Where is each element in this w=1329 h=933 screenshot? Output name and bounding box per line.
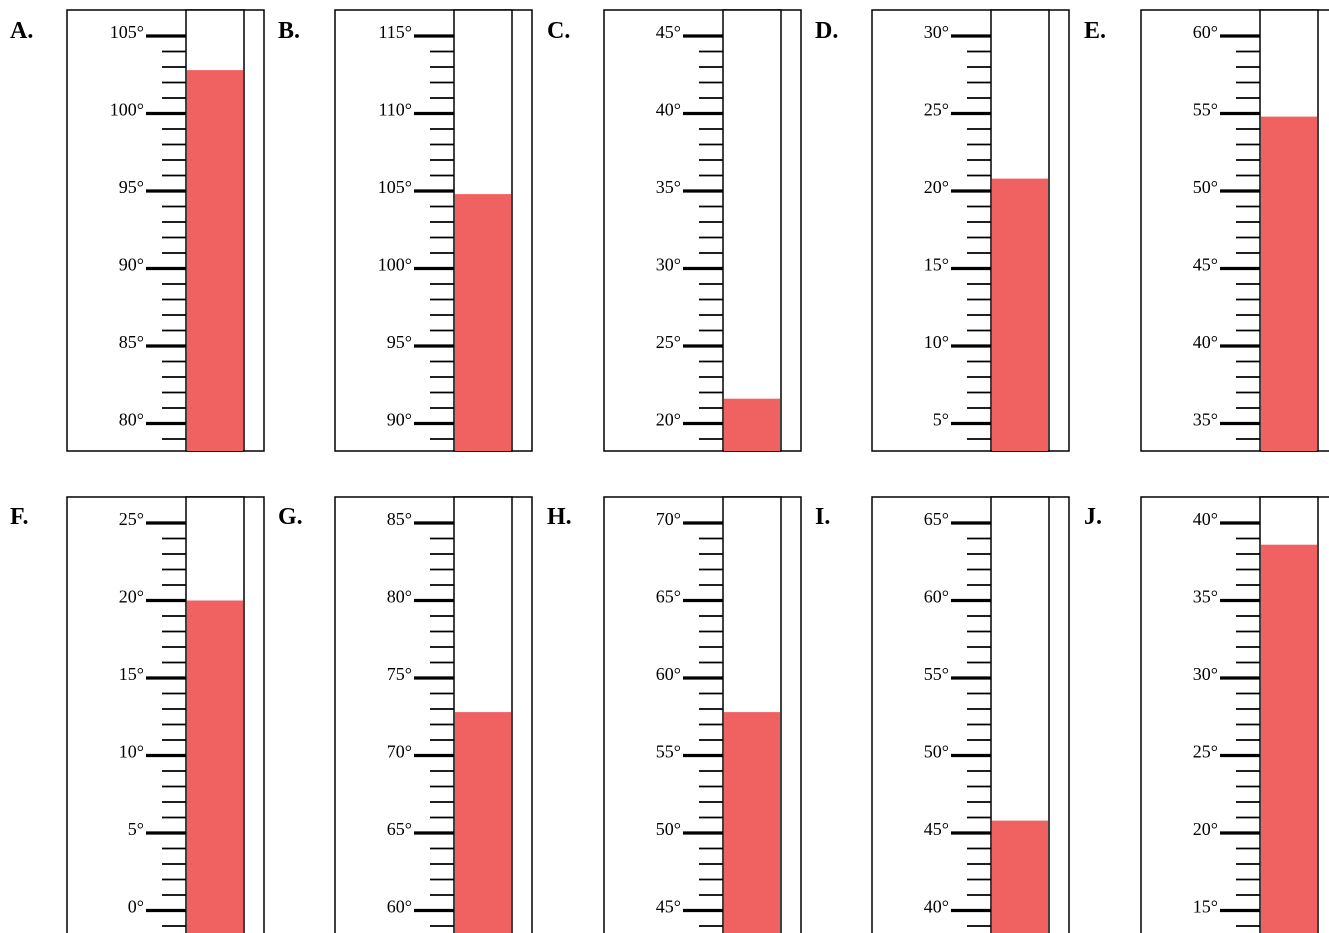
thermometer-a: A. 105° 100° 95° 90° 85° 80° (10, 10, 264, 451)
tick-label: 35° (1193, 587, 1218, 607)
question-letter: E. (1084, 18, 1106, 44)
question-letter: J. (1084, 504, 1102, 530)
tick-label: 5° (128, 819, 144, 839)
tick-label: 20° (924, 177, 949, 197)
tick-label: 45° (656, 22, 681, 42)
tick-label: 20° (656, 410, 681, 430)
tick-label: 80° (119, 410, 144, 430)
thermometer-c: C. 45° 40° 35° 30° 25° 20° (547, 10, 801, 451)
tick-label: 15° (1193, 897, 1218, 917)
tick-label: 60° (387, 897, 412, 917)
question-letter: G. (278, 504, 303, 530)
question-letter: B. (278, 18, 300, 44)
tick-label: 25° (119, 509, 144, 529)
mercury-fill (992, 821, 1048, 933)
tick-label: 15° (924, 255, 949, 275)
thermometer-tube (723, 10, 781, 451)
tick-label: 25° (1193, 742, 1218, 762)
tick-label: 5° (933, 410, 949, 430)
tick-label: 0° (128, 897, 144, 917)
tick-label: 105° (378, 177, 412, 197)
mercury-fill (187, 601, 243, 933)
tick-label: 60° (924, 587, 949, 607)
question-letter: A. (10, 18, 33, 44)
tick-label: 60° (1193, 22, 1218, 42)
tick-label: 65° (924, 509, 949, 529)
tick-label: 85° (119, 332, 144, 352)
tick-label: 65° (656, 587, 681, 607)
tick-label: 25° (924, 100, 949, 120)
tick-label: 60° (656, 664, 681, 684)
thermometer-j: J. 40° 35° 30° 25° 20° 15° (1084, 497, 1329, 933)
tick-label: 15° (119, 664, 144, 684)
tick-label: 105° (110, 22, 144, 42)
tick-label: 70° (656, 509, 681, 529)
thermometer-g: G. 85° 80° 75° 70° 65° 60° (278, 497, 532, 933)
question-letter: F. (10, 504, 28, 530)
question-letter: D. (815, 18, 838, 44)
tick-label: 35° (656, 177, 681, 197)
tick-label: 30° (656, 255, 681, 275)
mercury-fill (724, 712, 780, 933)
tick-label: 35° (1193, 410, 1218, 430)
tick-label: 45° (656, 897, 681, 917)
tick-label: 50° (924, 742, 949, 762)
tick-label: 80° (387, 587, 412, 607)
tick-label: 45° (1193, 255, 1218, 275)
mercury-fill (455, 712, 511, 933)
tick-label: 45° (924, 819, 949, 839)
tick-label: 55° (656, 742, 681, 762)
mercury-fill (455, 194, 511, 451)
mercury-fill (187, 70, 243, 451)
tick-label: 95° (387, 332, 412, 352)
thermometer-i: I. 65° 60° 55° 50° 45° 40° (815, 497, 1069, 933)
tick-label: 75° (387, 664, 412, 684)
mercury-fill (992, 179, 1048, 451)
tick-label: 90° (119, 255, 144, 275)
tick-label: 40° (924, 897, 949, 917)
tick-label: 40° (656, 100, 681, 120)
thermometer-e: E. 60° 55° 50° 45° 40° 35° (1084, 10, 1329, 451)
tick-label: 70° (387, 742, 412, 762)
thermometer-b: B. 115° 110° 105° 100° 95° 90° (278, 10, 532, 451)
thermometer-h: H. 70° 65° 60° 55° 50° 45° (547, 497, 801, 933)
tick-label: 30° (1193, 664, 1218, 684)
tick-label: 100° (378, 255, 412, 275)
tick-label: 55° (1193, 100, 1218, 120)
mercury-fill (1261, 545, 1317, 933)
question-letter: I. (815, 504, 830, 530)
mercury-fill (724, 399, 780, 451)
tick-label: 100° (110, 100, 144, 120)
question-letter: C. (547, 18, 570, 44)
tick-label: 40° (1193, 509, 1218, 529)
tick-label: 65° (387, 819, 412, 839)
tick-label: 55° (924, 664, 949, 684)
tick-label: 50° (656, 819, 681, 839)
tick-label: 115° (378, 22, 412, 42)
tick-label: 40° (1193, 332, 1218, 352)
tick-label: 20° (119, 587, 144, 607)
tick-label: 50° (1193, 177, 1218, 197)
question-letter: H. (547, 504, 572, 530)
tick-label: 20° (1193, 819, 1218, 839)
tick-label: 25° (656, 332, 681, 352)
tick-label: 10° (924, 332, 949, 352)
tick-label: 110° (378, 100, 412, 120)
tick-label: 10° (119, 742, 144, 762)
mercury-fill (1261, 117, 1317, 451)
tick-label: 30° (924, 22, 949, 42)
tick-label: 85° (387, 509, 412, 529)
tick-label: 95° (119, 177, 144, 197)
tick-label: 90° (387, 410, 412, 430)
thermometer-f: F. 25° 20° 15° 10° 5° 0° (10, 497, 264, 933)
thermometer-d: D. 30° 25° 20° 15° 10° 5° (815, 10, 1069, 451)
